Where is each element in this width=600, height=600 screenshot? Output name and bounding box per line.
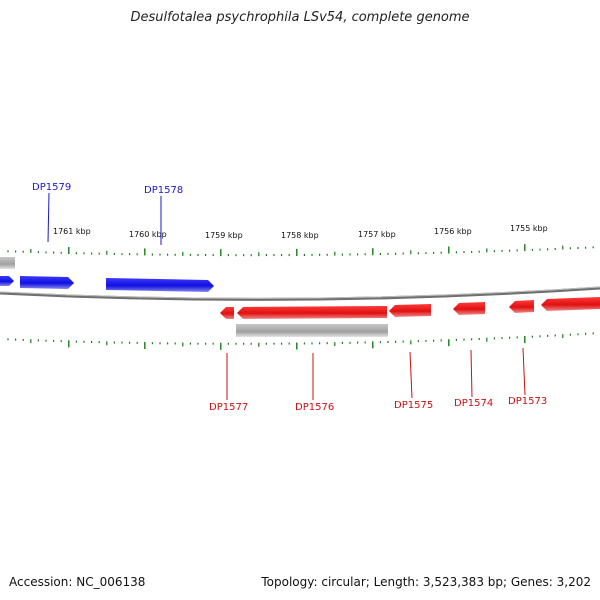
- scale-ticks-top: [7, 244, 594, 257]
- leader-line-red: [470, 349, 473, 398]
- leader-line-red: [522, 347, 526, 396]
- gray-feature-left[interactable]: [0, 257, 15, 269]
- genome-summary-text: Topology: circular; Length: 3,523,383 bp…: [261, 575, 591, 589]
- gene-label[interactable]: DP1574: [454, 398, 493, 409]
- kbp-label: 1760 kbp: [129, 230, 167, 239]
- leader-line-blue: [47, 192, 50, 243]
- gene-arrow-reverse[interactable]: [453, 302, 485, 315]
- map-title: Desulfotalea psychrophila LSv54, complet…: [130, 10, 470, 25]
- gene-arrow-reverse[interactable]: [509, 300, 534, 313]
- gene-label[interactable]: DP1573: [508, 396, 547, 407]
- gene-arrow-forward[interactable]: [106, 278, 214, 292]
- kbp-label: 1757 kbp: [358, 230, 396, 239]
- genome-backbone-highlight: [0, 286, 600, 299]
- gray-feature[interactable]: [236, 324, 388, 337]
- gene-arrow-forward[interactable]: [0, 276, 14, 286]
- kbp-label: 1759 kbp: [205, 231, 243, 240]
- kbp-label: 1761 kbp: [53, 227, 91, 236]
- gene-arrow-reverse[interactable]: [389, 304, 431, 317]
- accession-text: Accession: NC_006138: [9, 575, 146, 589]
- kbp-label: 1755 kbp: [510, 224, 548, 233]
- gene-label[interactable]: DP1576: [295, 402, 334, 413]
- gene-label[interactable]: DP1578: [144, 185, 183, 196]
- leader-line-red: [409, 351, 413, 399]
- scale-ticks-bottom: [7, 332, 594, 350]
- gene-label[interactable]: DP1575: [394, 400, 433, 411]
- kbp-label: 1756 kbp: [434, 227, 472, 236]
- gene-label[interactable]: DP1579: [32, 182, 71, 193]
- gene-arrow-forward[interactable]: [20, 276, 74, 289]
- gene-arrow-reverse[interactable]: [541, 297, 600, 311]
- kbp-label: 1758 kbp: [281, 231, 319, 240]
- gene-arrow-reverse[interactable]: [237, 306, 387, 319]
- gene-label[interactable]: DP1577: [209, 402, 248, 413]
- gene-arrow-reverse[interactable]: [220, 307, 234, 319]
- genome-backbone: [0, 286, 600, 301]
